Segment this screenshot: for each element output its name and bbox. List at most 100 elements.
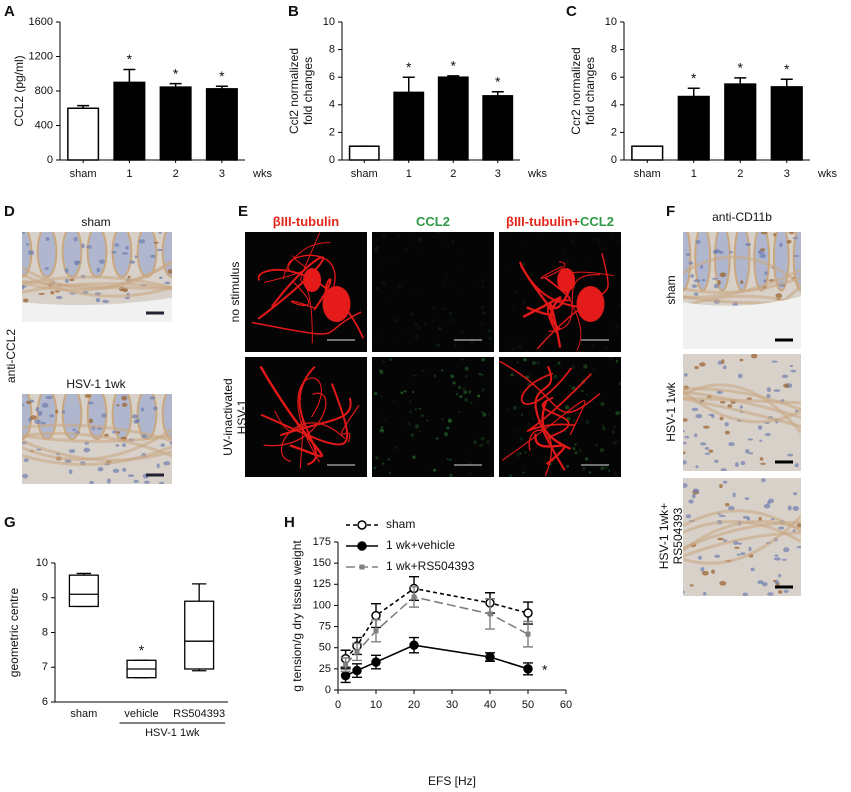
nucleus: [684, 436, 690, 439]
nucleus: [757, 250, 762, 254]
neurite: [259, 365, 323, 458]
nucleus: [718, 514, 726, 518]
nucleus: [124, 296, 131, 300]
nucleus: [98, 259, 105, 264]
neurite: [501, 400, 586, 461]
bar: [482, 95, 514, 161]
header-part: CCL2: [416, 214, 450, 229]
green-signal: [379, 369, 384, 374]
column-header: CCL2: [416, 214, 450, 229]
nucleus: [760, 462, 766, 465]
nucleus: [717, 280, 721, 285]
green-signal: [522, 277, 526, 281]
nucleus: [158, 232, 162, 234]
green-signal: [375, 311, 377, 313]
green-signal: [426, 419, 429, 422]
green-signal: [571, 364, 576, 369]
green-signal: [517, 344, 522, 349]
fiber: [683, 531, 801, 558]
nucleus: [717, 537, 724, 541]
nucleus: [792, 506, 799, 511]
green-signal: [554, 364, 556, 366]
nucleus: [683, 373, 688, 377]
green-signal: [412, 455, 416, 459]
green-signal: [412, 390, 415, 394]
green-signal: [553, 374, 558, 379]
y-axis-label: CCL2 (pg/ml): [12, 55, 26, 126]
nucleus: [792, 236, 799, 240]
green-signal: [379, 428, 385, 433]
green-signal: [451, 285, 455, 289]
neurite: [548, 284, 573, 348]
green-signal: [593, 368, 596, 372]
green-signal: [470, 314, 474, 318]
green-signal: [479, 443, 484, 448]
y-tick-label: 50: [319, 642, 331, 654]
nucleus: [164, 281, 171, 285]
y-tick-label: 4: [611, 99, 617, 111]
green-signal: [510, 346, 516, 352]
x-unit-label: wks: [817, 168, 837, 180]
side-label: anti-CCL2: [4, 329, 18, 383]
green-signal: [465, 357, 468, 359]
green-signal: [487, 242, 490, 245]
x-tick-label: 60: [560, 699, 572, 711]
green-signal: [597, 238, 601, 243]
green-signal: [573, 442, 577, 446]
green-signal: [578, 242, 580, 244]
bar: [205, 88, 238, 161]
green-signal: [471, 434, 474, 437]
panel-letter: D: [4, 203, 15, 220]
green-signal: [373, 340, 376, 343]
green-signal: [511, 304, 515, 308]
green-signal: [422, 291, 423, 292]
neurite: [520, 367, 573, 405]
neurite: [543, 276, 571, 334]
green-signal: [414, 408, 417, 411]
green-signal: [489, 473, 494, 477]
green-signal: [392, 399, 396, 403]
green-signal: [400, 391, 404, 395]
nucleus: [115, 444, 120, 447]
nucleus: [714, 554, 721, 558]
green-signal: [424, 277, 426, 279]
nucleus: [125, 245, 129, 250]
panel-letter: E: [238, 203, 248, 220]
fiber: [22, 434, 172, 443]
nucleus: [793, 492, 798, 496]
y-axis-label: geometric centre: [7, 587, 21, 677]
green-signal: [516, 451, 521, 456]
point: [357, 520, 367, 530]
green-signal: [529, 290, 531, 293]
nucleus: [694, 433, 698, 438]
green-signal: [483, 442, 485, 445]
panel-letter: C: [566, 3, 577, 20]
green-signal: [430, 369, 433, 371]
nucleus: [693, 279, 701, 283]
bar: [631, 145, 664, 161]
nucleus: [153, 406, 158, 411]
nucleus: [111, 250, 117, 254]
green-signal: [435, 312, 440, 317]
nucleus: [133, 479, 139, 483]
nucleus: [773, 389, 781, 393]
green-signal: [601, 425, 605, 428]
green-signal: [463, 453, 465, 455]
nucleus: [719, 400, 726, 404]
green-signal: [445, 332, 447, 334]
green-signal: [441, 369, 444, 372]
neurite: [541, 400, 572, 450]
fiber: [683, 390, 801, 419]
green-signal: [600, 401, 605, 406]
nucleus: [759, 253, 766, 259]
green-signal: [521, 301, 524, 304]
point: [357, 541, 367, 551]
nucleus: [140, 407, 145, 412]
green-signal: [615, 359, 619, 363]
nucleus: [794, 463, 799, 468]
green-signal: [499, 238, 503, 241]
green-signal: [408, 400, 412, 403]
nucleus: [689, 584, 694, 587]
nucleus: [688, 499, 694, 504]
